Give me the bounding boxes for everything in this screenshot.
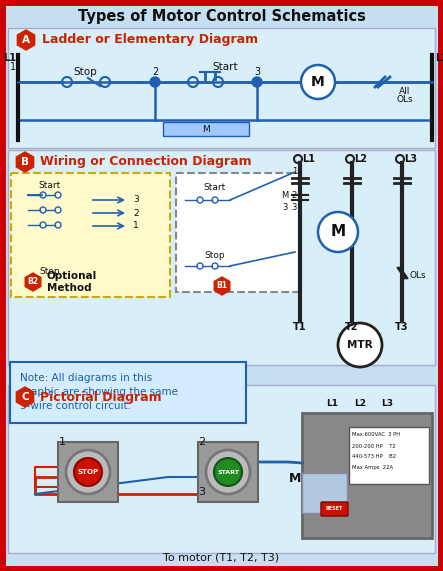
FancyBboxPatch shape <box>10 362 246 423</box>
Text: 2: 2 <box>152 67 158 77</box>
Text: START: START <box>217 469 239 475</box>
Text: T3: T3 <box>395 322 409 332</box>
Text: L1: L1 <box>3 53 16 63</box>
Text: 3: 3 <box>283 203 288 212</box>
Text: Start: Start <box>204 183 226 192</box>
Text: B1: B1 <box>217 282 228 291</box>
Text: 2: 2 <box>198 437 206 447</box>
Text: M: M <box>202 124 210 134</box>
Text: Start: Start <box>212 62 238 72</box>
Circle shape <box>252 77 262 87</box>
Text: A: A <box>22 35 30 45</box>
Text: 3: 3 <box>198 487 206 497</box>
Text: C: C <box>21 392 29 402</box>
Text: 1: 1 <box>133 222 139 231</box>
Polygon shape <box>214 277 230 295</box>
Text: 1: 1 <box>58 437 66 447</box>
Text: 1: 1 <box>292 167 297 176</box>
FancyBboxPatch shape <box>8 150 435 365</box>
Text: Stop: Stop <box>40 267 60 276</box>
Circle shape <box>150 77 160 87</box>
Text: T2: T2 <box>345 322 359 332</box>
Text: All: All <box>399 87 411 96</box>
Polygon shape <box>16 387 34 407</box>
FancyBboxPatch shape <box>163 122 249 136</box>
Text: L2: L2 <box>354 399 366 408</box>
Text: Start: Start <box>39 180 61 190</box>
Text: 3: 3 <box>133 195 139 204</box>
Polygon shape <box>16 152 34 172</box>
Circle shape <box>206 450 250 494</box>
Circle shape <box>214 458 242 486</box>
Text: Max 600VAC  3 PH: Max 600VAC 3 PH <box>352 432 400 437</box>
Text: To motor (T1, T2, T3): To motor (T1, T2, T3) <box>163 553 280 563</box>
Circle shape <box>74 458 102 486</box>
FancyBboxPatch shape <box>11 173 170 297</box>
Text: Wiring or Connection Diagram: Wiring or Connection Diagram <box>40 155 252 168</box>
FancyBboxPatch shape <box>8 385 435 553</box>
Text: M: M <box>311 75 325 89</box>
Circle shape <box>338 323 382 367</box>
Text: 3: 3 <box>254 67 260 77</box>
Text: L1: L1 <box>326 399 338 408</box>
Circle shape <box>318 212 358 252</box>
Text: MTR: MTR <box>347 340 373 350</box>
Text: Stop: Stop <box>73 67 97 77</box>
Text: STOP: STOP <box>78 469 98 475</box>
Text: M: M <box>330 224 346 239</box>
Text: Types of Motor Control Schematics: Types of Motor Control Schematics <box>78 9 365 23</box>
Text: OLs: OLs <box>396 95 413 104</box>
Text: M: M <box>289 472 301 485</box>
Text: T1: T1 <box>293 322 307 332</box>
FancyBboxPatch shape <box>176 173 300 292</box>
Text: Max Amps  22A: Max Amps 22A <box>352 465 393 471</box>
FancyBboxPatch shape <box>302 473 347 513</box>
Text: 1: 1 <box>10 62 16 72</box>
Text: L1: L1 <box>302 154 315 164</box>
FancyBboxPatch shape <box>58 442 118 502</box>
Text: L2: L2 <box>435 53 443 63</box>
Circle shape <box>66 450 110 494</box>
Text: Pictorial Diagram: Pictorial Diagram <box>40 391 162 404</box>
Text: Note: All diagrams in this
graphic are showing the same
3-wire control circuit.: Note: All diagrams in this graphic are s… <box>20 373 178 411</box>
Text: Stop: Stop <box>205 251 225 259</box>
Text: 2: 2 <box>133 208 139 218</box>
FancyBboxPatch shape <box>302 413 432 538</box>
Text: B2: B2 <box>27 278 39 287</box>
Text: OLs: OLs <box>410 271 427 279</box>
Circle shape <box>301 65 335 99</box>
Text: 3: 3 <box>291 203 297 211</box>
Text: Optional
Method: Optional Method <box>47 271 97 293</box>
FancyBboxPatch shape <box>321 502 348 516</box>
Polygon shape <box>17 30 35 50</box>
Text: 440-573 HP    B2: 440-573 HP B2 <box>352 455 396 460</box>
Text: RESET: RESET <box>325 506 343 512</box>
Text: Ladder or Elementary Diagram: Ladder or Elementary Diagram <box>42 34 258 46</box>
Text: B: B <box>21 157 29 167</box>
FancyBboxPatch shape <box>8 28 435 148</box>
FancyBboxPatch shape <box>198 442 258 502</box>
Text: L3: L3 <box>404 154 417 164</box>
Polygon shape <box>25 273 41 291</box>
Text: L3: L3 <box>381 399 393 408</box>
Text: 200-200 HP    T2: 200-200 HP T2 <box>352 444 396 448</box>
FancyBboxPatch shape <box>349 427 429 484</box>
Text: 2: 2 <box>292 191 297 199</box>
Text: L2: L2 <box>354 154 367 164</box>
Text: M: M <box>281 191 288 200</box>
